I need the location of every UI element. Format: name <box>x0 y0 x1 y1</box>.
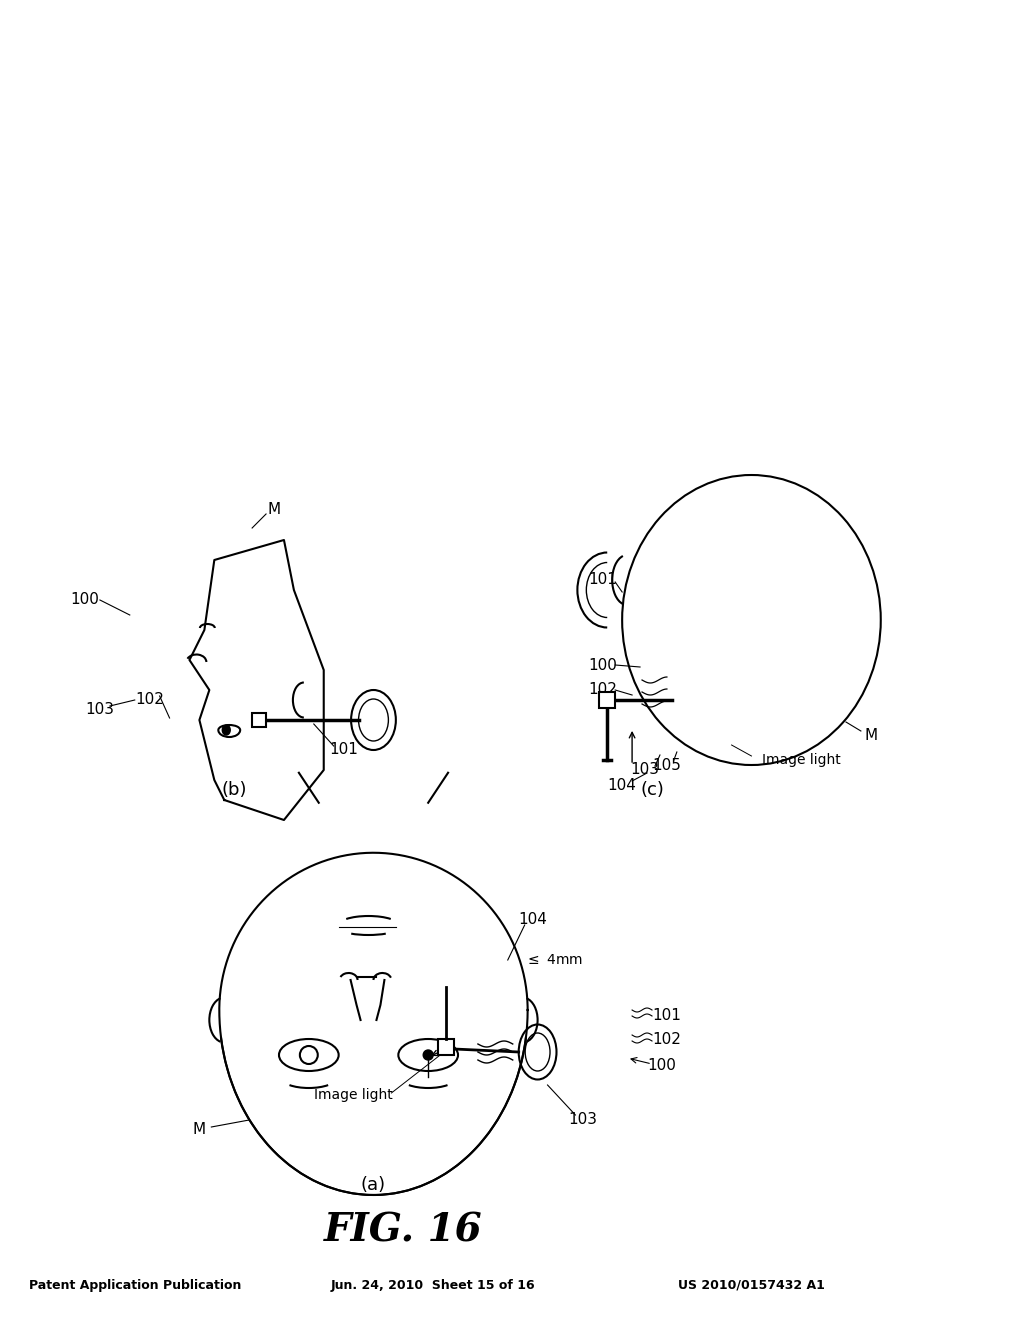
FancyBboxPatch shape <box>599 692 615 708</box>
Text: 102: 102 <box>588 682 616 697</box>
Text: 100: 100 <box>71 593 99 607</box>
Text: (b): (b) <box>221 781 247 799</box>
Text: 104: 104 <box>607 777 637 792</box>
FancyBboxPatch shape <box>438 1039 454 1055</box>
Text: (a): (a) <box>360 1176 386 1195</box>
Text: 100: 100 <box>588 657 616 672</box>
Text: (c): (c) <box>640 781 664 799</box>
Text: 103: 103 <box>631 763 659 777</box>
Text: 102: 102 <box>135 693 164 708</box>
Text: M: M <box>864 727 878 742</box>
Text: 105: 105 <box>652 758 681 772</box>
Text: US 2010/0157432 A1: US 2010/0157432 A1 <box>678 1279 825 1291</box>
Text: 101: 101 <box>329 742 358 758</box>
FancyBboxPatch shape <box>252 713 266 727</box>
Text: Jun. 24, 2010  Sheet 15 of 16: Jun. 24, 2010 Sheet 15 of 16 <box>331 1279 536 1291</box>
Text: 102: 102 <box>652 1032 681 1048</box>
Text: FIG. 16: FIG. 16 <box>324 1210 482 1249</box>
Text: 100: 100 <box>647 1057 677 1072</box>
Text: M: M <box>193 1122 206 1138</box>
Text: 103: 103 <box>85 702 115 718</box>
Text: Image light: Image light <box>314 1088 393 1102</box>
Text: 103: 103 <box>568 1113 597 1127</box>
Ellipse shape <box>222 725 230 735</box>
Text: 101: 101 <box>652 1007 681 1023</box>
Text: Image light: Image light <box>762 752 841 767</box>
Text: 104: 104 <box>518 912 547 928</box>
Text: M: M <box>267 503 281 517</box>
Text: $\leq$ 4mm: $\leq$ 4mm <box>525 953 584 968</box>
Text: Patent Application Publication: Patent Application Publication <box>29 1279 241 1291</box>
Text: 101: 101 <box>588 573 616 587</box>
Ellipse shape <box>423 1049 433 1060</box>
